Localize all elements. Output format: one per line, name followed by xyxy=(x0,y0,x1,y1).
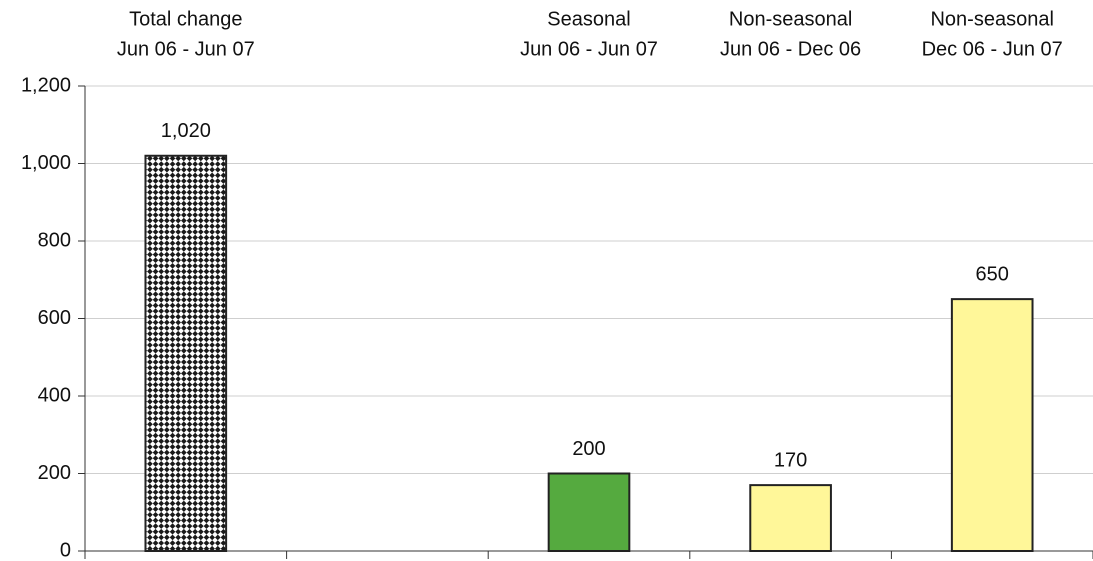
category-label: Dec 06 - Jun 07 xyxy=(922,38,1063,60)
category-label: Non-seasonal xyxy=(729,8,852,30)
bar xyxy=(950,298,1034,552)
category-label: Total change xyxy=(129,8,242,30)
bar xyxy=(547,472,631,552)
y-tick-label: 0 xyxy=(60,539,71,561)
value-label: 170 xyxy=(774,449,807,471)
y-tick-label: 600 xyxy=(38,307,71,329)
category-label: Jun 06 - Jun 07 xyxy=(117,38,255,60)
y-tick-label: 1,200 xyxy=(21,74,71,96)
y-tick-label: 200 xyxy=(38,462,71,484)
value-label: 1,020 xyxy=(161,120,211,142)
category-label: Jun 06 - Dec 06 xyxy=(720,38,861,60)
category-label: Seasonal xyxy=(547,8,630,30)
category-label: Non-seasonal xyxy=(930,8,1053,30)
value-label: 650 xyxy=(976,263,1009,285)
bar xyxy=(749,484,832,552)
y-tick-label: 800 xyxy=(38,229,71,251)
y-tick-label: 1,000 xyxy=(21,152,71,174)
category-label: Jun 06 - Jun 07 xyxy=(520,38,658,60)
value-label: 200 xyxy=(572,438,605,460)
y-tick-label: 400 xyxy=(38,384,71,406)
bar xyxy=(144,154,228,552)
